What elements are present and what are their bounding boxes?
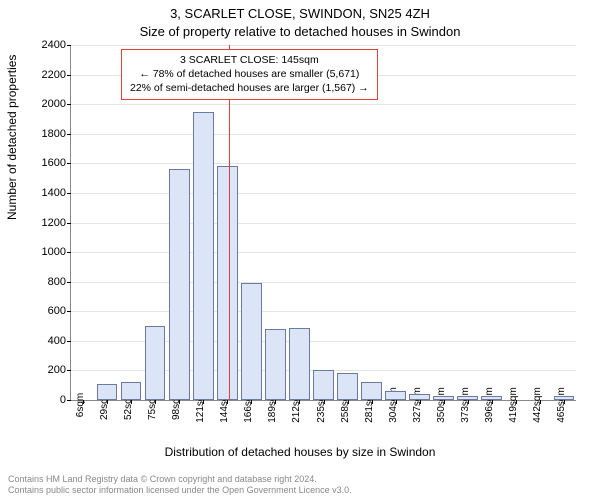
annotation-line-1: 3 SCARLET CLOSE: 145sqm xyxy=(130,53,369,67)
ytick-label: 0 xyxy=(60,394,66,406)
ytick-label: 1600 xyxy=(42,157,66,169)
histogram-bar xyxy=(265,329,286,400)
x-axis-label: Distribution of detached houses by size … xyxy=(0,445,600,459)
histogram-bar xyxy=(97,384,118,400)
gridline-h xyxy=(71,252,576,253)
ytick-label: 1200 xyxy=(42,217,66,229)
histogram-bar xyxy=(289,328,310,400)
ytick-mark xyxy=(67,45,71,46)
chart-title-sub: Size of property relative to detached ho… xyxy=(0,24,600,39)
footer-line-2: Contains public sector information licen… xyxy=(8,485,352,496)
ytick-label: 200 xyxy=(48,364,66,376)
gridline-h xyxy=(71,311,576,312)
histogram-bar xyxy=(193,112,214,400)
ytick-mark xyxy=(67,400,71,401)
xtick-label: 350sqm xyxy=(436,387,447,423)
xtick-label: 327sqm xyxy=(412,387,423,423)
ytick-label: 400 xyxy=(48,335,66,347)
gridline-h xyxy=(71,104,576,105)
xtick-label: 419sqm xyxy=(508,387,519,423)
histogram-bar xyxy=(409,394,430,400)
gridline-h xyxy=(71,223,576,224)
gridline-h xyxy=(71,163,576,164)
y-axis-label: Number of detached properties xyxy=(5,55,19,220)
xtick-label: 396sqm xyxy=(484,387,495,423)
histogram-bar xyxy=(385,391,406,400)
ytick-mark xyxy=(67,163,71,164)
xtick-label: 465sqm xyxy=(556,387,567,423)
ytick-label: 1800 xyxy=(42,128,66,140)
histogram-bar xyxy=(433,396,454,400)
ytick-mark xyxy=(67,223,71,224)
ytick-mark xyxy=(67,282,71,283)
ytick-mark xyxy=(67,370,71,371)
histogram-bar xyxy=(313,370,334,400)
annotation-box: 3 SCARLET CLOSE: 145sqm← 78% of detached… xyxy=(121,49,378,100)
xtick-label: 373sqm xyxy=(460,387,471,423)
chart-title-main: 3, SCARLET CLOSE, SWINDON, SN25 4ZH xyxy=(0,6,600,21)
histogram-bar xyxy=(337,373,358,400)
gridline-h xyxy=(71,193,576,194)
annotation-line-3: 22% of semi-detached houses are larger (… xyxy=(130,81,369,95)
xtick-label: 6sqm xyxy=(75,393,86,417)
gridline-h xyxy=(71,45,576,46)
histogram-bar xyxy=(554,396,575,400)
ytick-label: 2200 xyxy=(42,69,66,81)
gridline-h xyxy=(71,282,576,283)
ytick-mark xyxy=(67,104,71,105)
chart-plot-area: 0200400600800100012001400160018002000220… xyxy=(70,45,576,401)
histogram-bar xyxy=(457,396,478,400)
xtick-label: 442sqm xyxy=(532,387,543,423)
gridline-h xyxy=(71,134,576,135)
histogram-bar xyxy=(361,382,382,400)
chart-container: 3, SCARLET CLOSE, SWINDON, SN25 4ZH Size… xyxy=(0,0,600,500)
footer-attribution: Contains HM Land Registry data © Crown c… xyxy=(8,474,352,497)
ytick-mark xyxy=(67,252,71,253)
ytick-mark xyxy=(67,134,71,135)
ytick-mark xyxy=(67,311,71,312)
ytick-label: 2400 xyxy=(42,39,66,51)
histogram-bar xyxy=(121,382,142,400)
footer-line-1: Contains HM Land Registry data © Crown c… xyxy=(8,474,352,485)
histogram-bar xyxy=(169,169,190,400)
histogram-bar xyxy=(145,326,166,400)
ytick-label: 2000 xyxy=(42,98,66,110)
ytick-mark xyxy=(67,75,71,76)
ytick-label: 800 xyxy=(48,276,66,288)
histogram-bar xyxy=(217,166,238,400)
annotation-line-2: ← 78% of detached houses are smaller (5,… xyxy=(130,67,369,81)
histogram-bar xyxy=(481,396,502,400)
ytick-label: 600 xyxy=(48,305,66,317)
ytick-label: 1000 xyxy=(42,246,66,258)
ytick-mark xyxy=(67,341,71,342)
ytick-label: 1400 xyxy=(42,187,66,199)
ytick-mark xyxy=(67,193,71,194)
histogram-bar xyxy=(241,283,262,400)
